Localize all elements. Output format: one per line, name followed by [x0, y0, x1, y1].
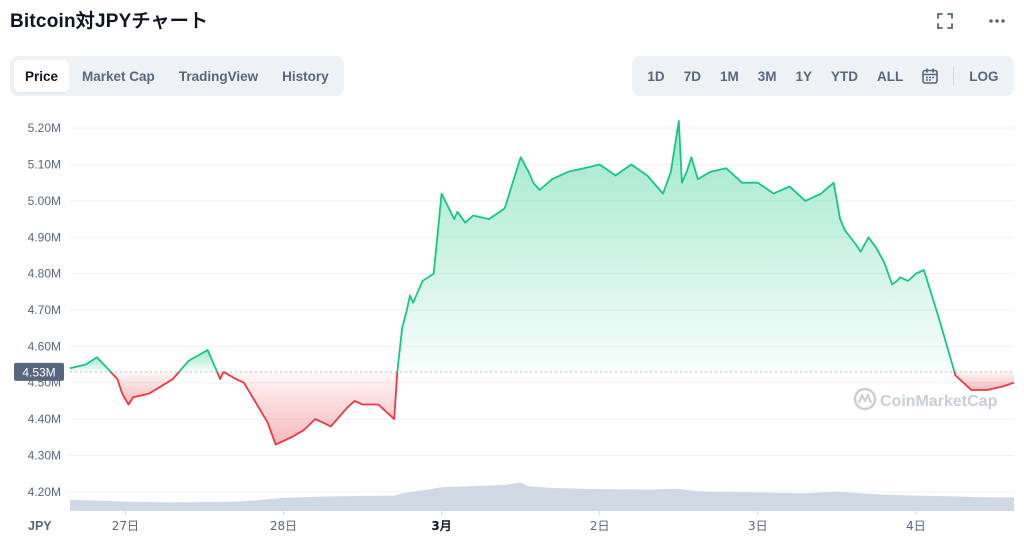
y-tick-label: 4.40M	[28, 412, 61, 426]
x-tick-label: 3月	[431, 519, 451, 533]
chart-tabs: Price Market Cap TradingView History	[10, 56, 344, 96]
range-1y[interactable]: 1Y	[795, 68, 812, 84]
range-7d[interactable]: 7D	[683, 68, 701, 84]
price-line-down	[222, 371, 399, 446]
price-line-up	[396, 119, 956, 373]
y-tick-label: 4.60M	[28, 339, 61, 353]
x-tick-label: 27日	[112, 519, 139, 533]
calendar-icon[interactable]	[913, 60, 947, 92]
y-tick-label: 4.90M	[28, 230, 61, 244]
price-chart: 4.20M4.30M4.40M4.50M4.60M4.70M4.80M4.90M…	[14, 119, 1015, 533]
area-below-baseline	[110, 371, 180, 405]
y-tick-label: 5.10M	[28, 158, 61, 172]
area-above-baseline	[70, 357, 111, 372]
y-axis: 4.20M4.30M4.40M4.50M4.60M4.70M4.80M4.90M…	[14, 121, 64, 499]
page-title: Bitcoin対JPYチャート	[10, 11, 209, 32]
range-selector: 1D 7D 1M 3M 1Y YTD ALL LOG	[631, 56, 1014, 96]
y-tick-label: 4.20M	[28, 485, 61, 499]
x-tick-label: 2日	[590, 519, 610, 533]
price-line-down	[953, 371, 1015, 391]
y-tick-label: 4.30M	[28, 448, 61, 462]
header-actions	[934, 10, 1008, 32]
volume-area-path	[70, 482, 1014, 510]
tab-tradingview[interactable]: TradingView	[178, 68, 259, 84]
area-above-baseline	[397, 120, 955, 372]
fullscreen-icon[interactable]	[934, 10, 956, 32]
watermark-text: CoinMarketCap	[880, 393, 998, 410]
baseline-label-bg	[14, 362, 64, 381]
x-tick-label: 3日	[748, 519, 768, 533]
x-tick-label: 28日	[270, 519, 297, 533]
coinmarketcap-logo-icon	[853, 387, 877, 411]
y-tick-label: 5.00M	[28, 194, 61, 208]
tab-price[interactable]: Price	[14, 60, 70, 92]
area-above-baseline	[179, 350, 218, 372]
range-1d[interactable]: 1D	[647, 68, 665, 84]
range-3m[interactable]: 3M	[757, 68, 777, 84]
range-divider	[952, 67, 954, 85]
currency-label: JPY	[28, 519, 52, 533]
area-below-baseline	[223, 371, 398, 445]
x-axis: JPY 27日 28日 3月 2日 3日 4日	[28, 510, 1014, 533]
range-ytd[interactable]: YTD	[831, 68, 858, 84]
range-1m[interactable]: 1M	[719, 68, 739, 84]
watermark: CoinMarketCap	[853, 387, 998, 411]
price-line-down	[216, 371, 225, 381]
y-tick-label: 4.80M	[28, 267, 61, 281]
price-fill	[70, 120, 1014, 445]
volume-area	[70, 482, 1014, 510]
tab-market-cap[interactable]: Market Cap	[82, 68, 155, 84]
y-tick-label: 4.70M	[28, 303, 61, 317]
range-all[interactable]: ALL	[877, 68, 904, 84]
price-line	[69, 119, 1015, 446]
more-horizontal-icon[interactable]	[986, 10, 1008, 32]
log-toggle[interactable]: LOG	[969, 68, 999, 84]
price-line-up	[178, 349, 218, 373]
y-tick-label: 5.20M	[28, 121, 61, 135]
price-line-down	[109, 371, 180, 406]
price-line-up	[69, 356, 112, 373]
area-below-baseline	[954, 371, 1014, 390]
x-tick-label: 4日	[906, 519, 926, 533]
tab-history[interactable]: History	[282, 68, 329, 84]
baseline-label: 4.53M	[22, 365, 55, 379]
